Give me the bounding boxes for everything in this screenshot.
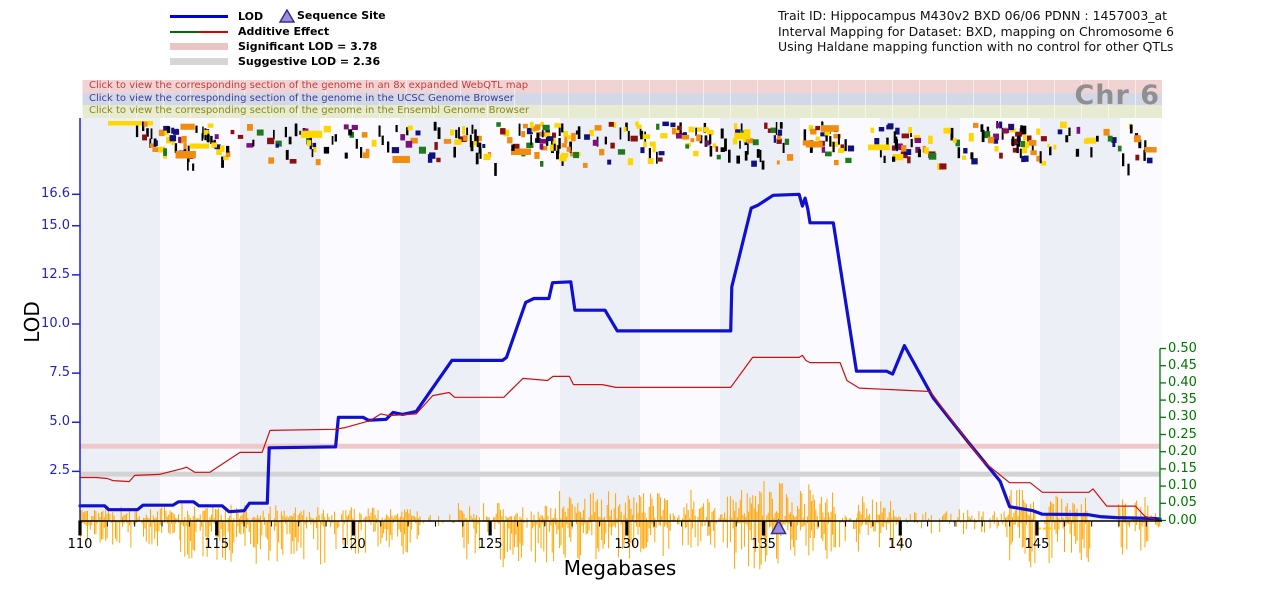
y-axis-tick-label: 7.5 bbox=[49, 365, 70, 381]
significant-lod-band bbox=[80, 443, 1160, 449]
mapping-function-line: Using Haldane mapping function with no c… bbox=[778, 39, 1174, 54]
right-axis-tick-label: 0.05 bbox=[1168, 495, 1197, 511]
sequence-site-legend-label: Sequence Site bbox=[297, 9, 386, 22]
gene-track-leading-bar[interactable] bbox=[108, 121, 153, 126]
y-axis-tick-label: 5.0 bbox=[49, 414, 70, 430]
mapping-dataset-line: Interval Mapping for Dataset: BXD, mappi… bbox=[778, 23, 1174, 39]
right-axis-tick-label: 0.00 bbox=[1168, 512, 1197, 528]
y-axis-tick-label: 2.5 bbox=[49, 463, 70, 479]
plot-background-stripes bbox=[80, 118, 1162, 521]
x-axis-tick-label: 120 bbox=[340, 537, 366, 552]
marker-frequency-track bbox=[80, 481, 1161, 570]
additive-line-swatch-red bbox=[199, 31, 228, 33]
right-axis-tick-label: 0.25 bbox=[1168, 426, 1197, 442]
threshold-bands bbox=[80, 443, 1160, 477]
legend-label-suggestive: Suggestive LOD = 2.36 bbox=[238, 55, 381, 68]
y-axis-tick-label: 10.0 bbox=[41, 316, 70, 331]
chromosome-label: Chr 6 bbox=[1074, 80, 1160, 111]
x-axis-tick-label: 145 bbox=[1024, 537, 1050, 552]
lod-line-swatch bbox=[170, 15, 228, 18]
right-axis-tick-label: 0.35 bbox=[1168, 392, 1197, 408]
x-axis-tick-label: 125 bbox=[477, 537, 503, 552]
legend-label-significant: Significant LOD = 3.78 bbox=[238, 40, 378, 53]
legend-label-additive: Additive Effect bbox=[238, 25, 330, 38]
x-axis-tick-label: 130 bbox=[614, 537, 640, 552]
x-axis-tick-label: 140 bbox=[887, 537, 913, 552]
ucsc-genome-browser-link[interactable]: Click to view the corresponding section … bbox=[82, 92, 1162, 105]
webqtl-expanded-map-link[interactable]: Click to view the corresponding section … bbox=[82, 80, 1162, 93]
x-axis-title: Megabases bbox=[563, 556, 677, 580]
left-axis bbox=[72, 118, 81, 522]
right-axis-tick-label: 0.45 bbox=[1168, 357, 1197, 373]
legend-label-lod: LOD bbox=[238, 10, 264, 23]
y-axis-tick-label: 16.6 bbox=[41, 186, 70, 202]
additive-effect-curve bbox=[79, 354, 1156, 520]
significant-band-swatch bbox=[170, 43, 228, 50]
sequence-site-marker bbox=[770, 518, 787, 535]
right-axis-tick-label: 0.30 bbox=[1168, 409, 1197, 425]
x-axis-tick-label: 135 bbox=[751, 537, 776, 552]
trait-id-line: Trait ID: Hippocampus M430v2 BXD 06/06 P… bbox=[778, 8, 1168, 23]
y-axis-tick-label: 12.5 bbox=[41, 266, 70, 282]
right-axis-tick-label: 0.50 bbox=[1168, 340, 1197, 356]
sequence-site-legend-icon bbox=[278, 8, 296, 27]
suggestive-band-swatch bbox=[170, 58, 228, 65]
right-axis-tick-label: 0.10 bbox=[1168, 478, 1197, 494]
right-axis-tick-label: 0.20 bbox=[1168, 443, 1197, 459]
right-axis bbox=[1159, 347, 1166, 522]
y-axis-tick-label: 15.0 bbox=[41, 217, 70, 233]
right-axis-tick-label: 0.15 bbox=[1168, 460, 1197, 476]
plot-legend: LOD Additive Effect Significant LOD = 3.… bbox=[0, 0, 760, 72]
trait-info-block: Trait ID: Hippocampus M430v2 BXD 06/06 P… bbox=[778, 8, 1174, 55]
additive-line-swatch-green bbox=[170, 31, 199, 33]
suggestive-lod-band bbox=[80, 471, 1160, 477]
x-axis-tick-label: 110 bbox=[67, 537, 93, 552]
x-axis-tick-label: 115 bbox=[204, 537, 230, 552]
ensembl-genome-browser-link[interactable]: Click to view the corresponding section … bbox=[82, 105, 1162, 118]
gene-track[interactable] bbox=[108, 121, 1157, 176]
bottom-axis bbox=[78, 520, 1162, 536]
lod-curve bbox=[78, 192, 1162, 521]
right-axis-tick-label: 0.40 bbox=[1168, 374, 1197, 390]
